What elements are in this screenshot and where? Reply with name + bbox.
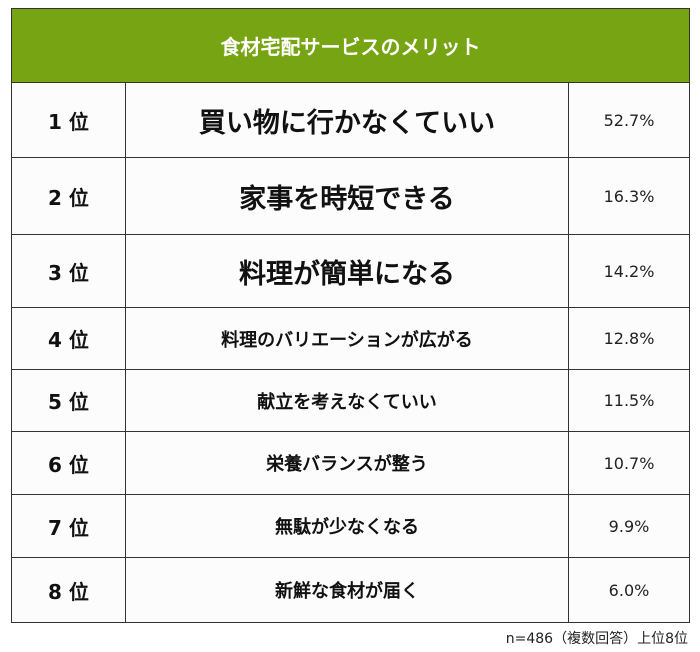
table-title: 食材宅配サービスのメリット <box>11 8 690 83</box>
percent-cell: 9.9% <box>568 494 690 558</box>
item-cell: 料理のバリエーションが広がる <box>125 307 569 370</box>
rank-cell: 4 位 <box>11 307 126 370</box>
item-cell: 栄養バランスが整う <box>125 431 569 495</box>
item-cell: 家事を時短できる <box>125 157 569 235</box>
item-cell: 無駄が少なくなる <box>125 494 569 558</box>
percent-cell: 14.2% <box>568 234 690 308</box>
ranking-table: 食材宅配サービスのメリット 1 位買い物に行かなくていい 52.7% 2 位家事を時… <box>11 8 690 623</box>
table-row: 8 位新鮮な食材が届く 6.0% <box>11 557 690 623</box>
item-cell: 料理が簡単になる <box>125 234 569 308</box>
percent-cell: 52.7% <box>568 82 690 158</box>
table-row: 4 位料理のバリエーションが広がる 12.8% <box>11 307 690 370</box>
table-row: 2 位家事を時短できる 16.3% <box>11 157 690 235</box>
rank-cell: 7 位 <box>11 494 126 558</box>
table-row: 1 位買い物に行かなくていい 52.7% <box>11 82 690 158</box>
table-row: 3 位料理が簡単になる 14.2% <box>11 234 690 308</box>
rank-cell: 3 位 <box>11 234 126 308</box>
item-cell: 買い物に行かなくていい <box>125 82 569 158</box>
rank-cell: 2 位 <box>11 157 126 235</box>
rank-cell: 8 位 <box>11 557 126 623</box>
percent-cell: 11.5% <box>568 369 690 432</box>
table-row: 5 位献立を考えなくていい 11.5% <box>11 369 690 432</box>
item-cell: 献立を考えなくていい <box>125 369 569 432</box>
footnote: n=486（複数回答）上位8位 <box>505 631 688 647</box>
table-row: 7 位無駄が少なくなる 9.9% <box>11 494 690 558</box>
percent-cell: 16.3% <box>568 157 690 235</box>
item-cell: 新鮮な食材が届く <box>125 557 569 623</box>
rank-cell: 6 位 <box>11 431 126 495</box>
rank-cell: 5 位 <box>11 369 126 432</box>
percent-cell: 12.8% <box>568 307 690 370</box>
rank-cell: 1 位 <box>11 82 126 158</box>
table-row: 6 位栄養バランスが整う 10.7% <box>11 431 690 495</box>
percent-cell: 6.0% <box>568 557 690 623</box>
percent-cell: 10.7% <box>568 431 690 495</box>
